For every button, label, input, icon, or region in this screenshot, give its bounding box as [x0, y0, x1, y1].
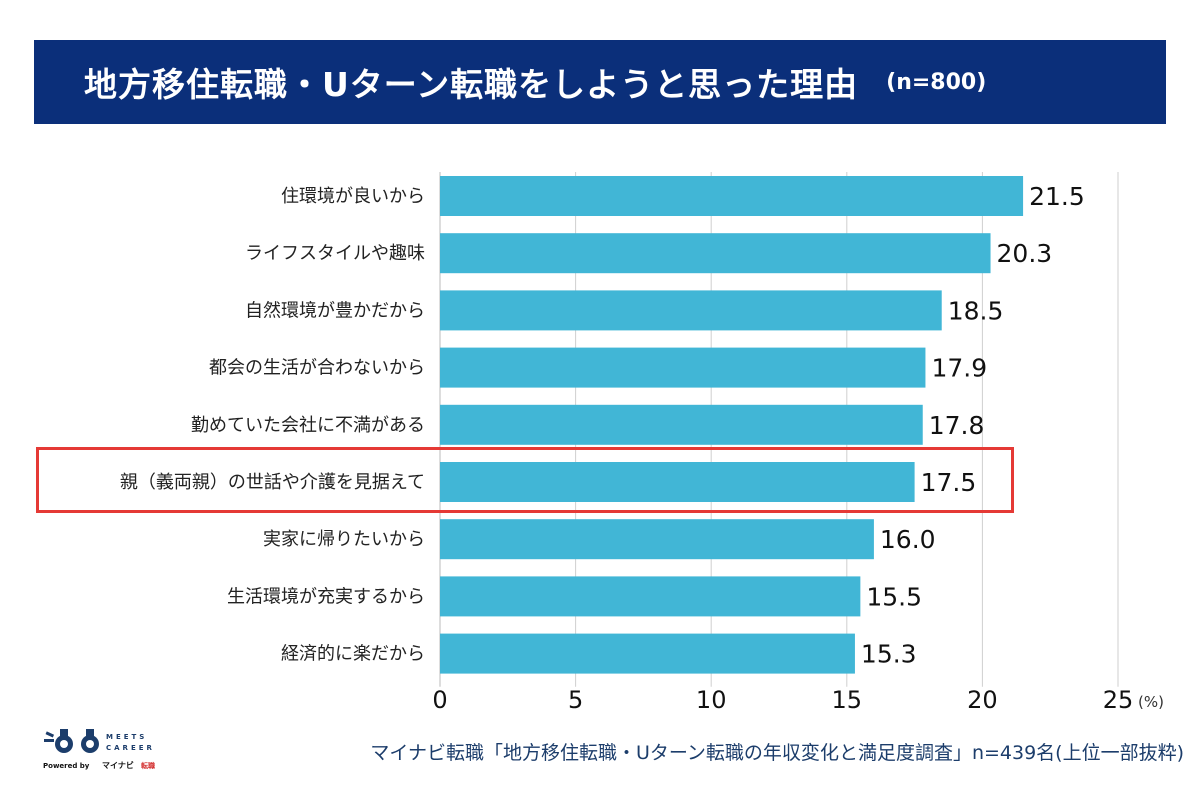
- bar: [440, 519, 874, 560]
- x-tick-label: 5: [568, 686, 583, 714]
- category-label: 勤めていた会社に不満がある: [191, 415, 425, 436]
- source-note: マイナビ転職「地方移住転職・Uターン転職の年収変化と満足度調査」n=439名(上…: [370, 742, 1184, 764]
- x-tick-label: 10: [696, 686, 727, 714]
- category-label: ライフスタイルや趣味: [245, 243, 425, 264]
- chart-title: 地方移住転職・Uターン転職をしようと思った理由: [84, 65, 859, 104]
- category-label: 住環境が良いから: [281, 186, 425, 207]
- sample-size: (n=800): [886, 69, 987, 95]
- data-label: 16.0: [880, 525, 936, 554]
- svg-text:CAREER: CAREER: [106, 744, 155, 752]
- bar: [440, 233, 991, 274]
- bar: [440, 290, 942, 331]
- data-label: 21.5: [1029, 182, 1085, 211]
- highlight-box: [36, 447, 1014, 513]
- svg-text:MEETS: MEETS: [106, 733, 147, 741]
- meets-career-logo: MEETS CAREER Powered by マイナビ 転職: [43, 729, 155, 770]
- category-label: 経済的に楽だから: [281, 644, 425, 665]
- category-label: 自然環境が豊かだから: [245, 300, 425, 321]
- data-label: 18.5: [948, 296, 1004, 325]
- x-tick-label: 20: [967, 686, 998, 714]
- bar: [440, 462, 915, 502]
- title-bar: 地方移住転職・Uターン転職をしようと思った理由 (n=800): [34, 40, 1166, 124]
- data-label: 15.5: [866, 582, 922, 611]
- category-label: 親（義両親）の世話や介護を見据えて: [120, 472, 425, 493]
- bar: [440, 576, 861, 617]
- x-tick-label: 25: [1103, 686, 1134, 714]
- svg-text:転職: 転職: [141, 761, 155, 770]
- svg-text:マイナビ: マイナビ: [102, 760, 134, 770]
- category-label: 都会の生活が合わないから: [209, 358, 425, 379]
- unit-label: (%): [1138, 693, 1164, 711]
- data-label: 15.3: [861, 640, 917, 669]
- data-label: 17.8: [929, 411, 985, 440]
- svg-text:Powered by: Powered by: [43, 762, 90, 770]
- data-label: 17.9: [931, 354, 987, 383]
- category-label: 生活環境が充実するから: [227, 586, 425, 607]
- bar: [440, 404, 923, 445]
- x-tick-label: 0: [432, 686, 447, 714]
- bar: [440, 347, 926, 388]
- category-label: 実家に帰りたいから: [263, 529, 425, 550]
- data-label: 17.5: [921, 468, 977, 497]
- data-label: 20.3: [997, 239, 1053, 268]
- bar: [440, 633, 855, 674]
- bar: [440, 176, 1024, 216]
- x-tick-label: 15: [832, 686, 863, 714]
